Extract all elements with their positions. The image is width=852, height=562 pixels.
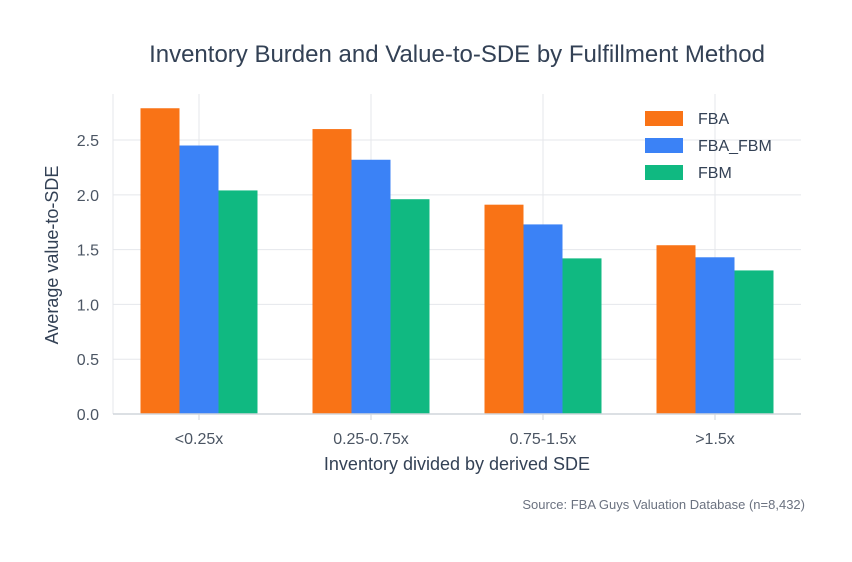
bar-fbm [562, 258, 602, 414]
axis-layer: 0.0 0.5 1.0 1.5 2.0 2.5 <0.25x 0.25-0.75x 0.75-1… [77, 94, 801, 448]
bar-fba-fbm [523, 224, 563, 414]
y-tick-label: 0.5 [77, 352, 99, 369]
legend-swatch [645, 165, 683, 180]
bar-fba [484, 204, 524, 414]
legend: FBA FBA_FBM FBM [645, 111, 772, 182]
source-note: Source: FBA Guys Valuation Database (n=8… [522, 497, 805, 512]
x-tick-label: 0.75-1.5x [510, 431, 577, 448]
bar-fbm [390, 199, 430, 414]
y-tick-label: 2.0 [77, 188, 99, 205]
legend-swatch [645, 111, 683, 126]
bar-fba-fbm [695, 257, 735, 414]
y-axis-label: Average value-to-SDE [42, 166, 62, 345]
y-tick-label: 2.5 [77, 133, 99, 150]
bar-fba-fbm [351, 159, 391, 414]
chart-title: Inventory Burden and Value-to-SDE by Ful… [149, 41, 765, 68]
x-tick-label: <0.25x [175, 431, 223, 448]
bar-fbm [734, 270, 774, 414]
bar-fba-fbm [179, 145, 219, 415]
legend-label: FBA [698, 111, 729, 128]
legend-label: FBA_FBM [698, 138, 772, 155]
x-axis-label: Inventory divided by derived SDE [324, 454, 590, 474]
legend-swatch [645, 138, 683, 153]
y-tick-label: 0.0 [77, 407, 99, 424]
bar-fbm [218, 190, 258, 414]
y-tick-label: 1.5 [77, 243, 99, 260]
bars-layer [140, 108, 774, 415]
bar-fba [656, 245, 696, 414]
y-tick-label: 1.0 [77, 297, 99, 314]
x-tick-label: >1.5x [695, 431, 735, 448]
legend-label: FBM [698, 165, 732, 182]
bar-fba [312, 129, 352, 415]
x-tick-label: 0.25-0.75x [333, 431, 409, 448]
bar-fba [140, 108, 180, 414]
